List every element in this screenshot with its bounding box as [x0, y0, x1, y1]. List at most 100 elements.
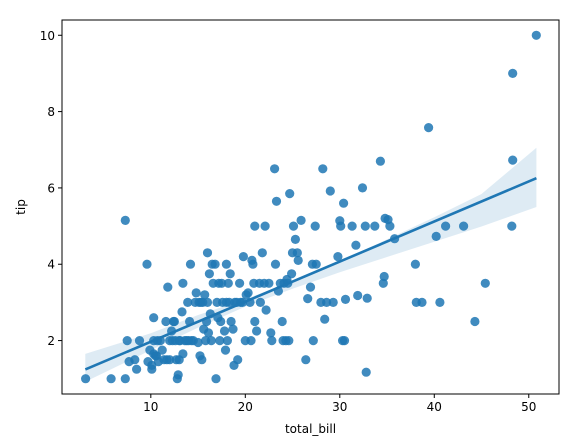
regression-line [84, 176, 537, 371]
scatter-point [217, 278, 227, 288]
scatter-point [193, 337, 203, 348]
scatter-point [149, 313, 159, 323]
scatter-point [252, 326, 262, 336]
scatter-point [351, 240, 361, 250]
scatter-point [270, 259, 281, 269]
scatter-point [255, 297, 265, 307]
x-tick-label: 20 [238, 400, 253, 414]
scatter-point [292, 248, 302, 258]
scatter-point [270, 164, 280, 174]
scatter-point [203, 328, 214, 338]
scatter-point [301, 355, 311, 365]
scatter-point [353, 290, 363, 301]
scatter-point [204, 269, 214, 279]
y-axis-label: tip [14, 199, 28, 215]
scatter-point [228, 324, 238, 334]
x-tick-label: 30 [332, 400, 347, 414]
scatter-point [178, 278, 188, 288]
y-tick-label: 6 [47, 181, 55, 195]
scatter-point [165, 355, 175, 365]
scatter-point [233, 355, 243, 365]
y-axis-ticks: 2 4 6 8 10 [40, 29, 62, 348]
scatter-point [325, 186, 335, 196]
scatter-point [157, 345, 167, 355]
scatter-point [310, 221, 320, 231]
scatter-point [287, 269, 297, 279]
scatter-point [202, 248, 213, 258]
scatter-point [169, 316, 179, 327]
scatter-point [132, 364, 142, 374]
scatter-point [424, 123, 434, 133]
scatter-point [238, 252, 248, 262]
scatter-point [200, 290, 210, 300]
scatter-point [120, 374, 130, 384]
scatter-point [147, 364, 157, 374]
confidence-band-layer [85, 147, 537, 382]
scatter-point [370, 221, 380, 231]
scatter-point [225, 269, 235, 279]
scatter-point [216, 316, 226, 327]
scatter-point [250, 221, 260, 231]
scatter-point [459, 221, 469, 231]
x-tick-label: 40 [427, 400, 442, 414]
scatter-point [235, 278, 245, 288]
scatter-point [134, 336, 145, 346]
scatter-point [340, 294, 351, 304]
scatter-point [508, 155, 518, 165]
scatter-point [507, 221, 517, 231]
scatter-point [284, 336, 294, 346]
scatter-point [261, 305, 271, 315]
scatter-point [285, 189, 295, 199]
scatter-point [250, 316, 260, 327]
scatter-point [347, 221, 357, 231]
scatter-point [357, 183, 368, 193]
y-tick-label: 8 [47, 105, 55, 119]
scatter-point [243, 288, 253, 298]
scatter-point [318, 164, 328, 174]
scatter-point [320, 314, 330, 324]
scatter-point [177, 307, 187, 317]
scatter-point [531, 30, 541, 40]
scatter-point [215, 336, 225, 346]
scatter-point [222, 336, 232, 346]
scatter-point [120, 215, 130, 225]
scatter-point [375, 156, 385, 166]
scatter-point [361, 367, 371, 377]
scatter-point [470, 316, 480, 327]
scatter-point [211, 374, 221, 384]
scatter-point [277, 316, 287, 327]
scatter-point [266, 328, 276, 338]
scatter-point [161, 316, 171, 327]
scatter-point [257, 248, 267, 258]
scatter-point [339, 336, 350, 346]
scatter-point [206, 336, 216, 346]
scatter-point [178, 349, 188, 359]
scatter-point [385, 221, 395, 231]
scatter-point [362, 293, 372, 303]
scatter-point [333, 252, 343, 262]
scatter-point [260, 221, 270, 231]
scatter-point [81, 374, 91, 384]
scatter-point [360, 221, 370, 231]
scatter-points-layer [81, 30, 541, 384]
scatter-point [223, 278, 233, 288]
scatter-point [163, 282, 173, 292]
y-tick-label: 2 [47, 334, 55, 348]
scatter-point [480, 278, 490, 288]
scatter-point [264, 278, 274, 288]
regression-line-layer [84, 176, 537, 371]
scatter-point [191, 288, 201, 298]
y-tick-label: 4 [47, 258, 55, 272]
scatter-point [336, 221, 346, 231]
scatter-point [142, 259, 152, 269]
scatter-point [267, 336, 277, 346]
scatter-point [417, 297, 427, 307]
scatter-point [202, 297, 213, 307]
x-tick-label: 50 [521, 400, 536, 414]
scatter-point [221, 259, 231, 269]
x-axis-label: total_bill [285, 422, 336, 436]
scatter-point [210, 259, 220, 269]
scatter-point [288, 221, 299, 231]
scatter-point [379, 271, 389, 282]
